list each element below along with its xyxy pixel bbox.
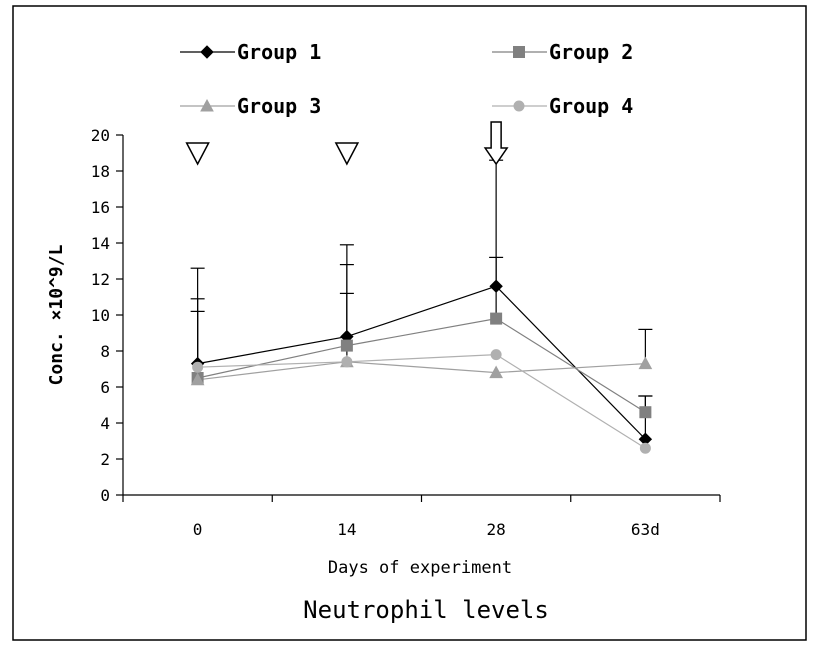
group-3-line	[197, 361, 646, 381]
group-3-point	[190, 372, 205, 386]
group-3-point	[638, 356, 653, 370]
chart-border	[12, 5, 807, 641]
series-lines	[197, 285, 646, 449]
annotations	[185, 121, 509, 166]
legend: Group 1 Group 2 Group 3 Group 4	[180, 40, 633, 118]
x-tick-label: 28	[486, 520, 505, 539]
chart-title: Neutrophil levels	[303, 596, 549, 624]
y-tick-label: 6	[100, 378, 110, 397]
marker-down-triangle	[334, 142, 360, 166]
group-1-line	[197, 285, 646, 440]
y-tick-label: 4	[100, 414, 110, 433]
legend-group-3-label: Group 3	[237, 94, 321, 118]
legend-group-4-marker	[513, 100, 525, 112]
group-4-point	[639, 442, 651, 454]
y-tick-label: 0	[100, 486, 110, 505]
legend-group-4-label: Group 4	[549, 94, 633, 118]
y-tick-label: 2	[100, 450, 110, 469]
x-axis-label: Days of experiment	[328, 558, 512, 578]
group-4-point	[490, 349, 502, 361]
legend-group-1-marker	[200, 45, 214, 59]
x-tick-label: 63d	[631, 520, 660, 539]
series-markers	[190, 279, 653, 454]
group-4-point	[341, 356, 353, 368]
legend-group-3-marker	[200, 98, 214, 112]
legend-group-2-label: Group 2	[549, 40, 633, 64]
legend-group-2-marker	[513, 46, 525, 58]
group-1-point	[489, 279, 503, 293]
legend-group-1-label: Group 1	[237, 40, 321, 64]
y-tick-label: 12	[91, 270, 110, 289]
group-2-point	[639, 406, 652, 419]
axes: 0 2 4 6 8 10 12 14 16 18 20 0 14 28 63d	[91, 126, 721, 539]
y-tick-label: 18	[91, 162, 110, 181]
group-4-line	[197, 353, 646, 449]
marker-down-triangle	[185, 142, 210, 166]
group-2-point	[490, 312, 503, 325]
x-tick-label: 14	[337, 520, 356, 539]
y-axis-label: Conc. ×10^9/L	[46, 244, 67, 385]
y-tick-label: 14	[91, 234, 110, 253]
y-tick-label: 10	[91, 306, 110, 325]
y-tick-label: 8	[100, 342, 110, 361]
group-2-line	[197, 317, 646, 413]
group-3-point	[489, 365, 503, 379]
down-arrow-indicator	[483, 121, 509, 166]
error-bars	[190, 159, 653, 440]
y-tick-label: 20	[91, 126, 110, 145]
group-2-point	[340, 339, 353, 352]
y-tick-label: 16	[91, 198, 110, 217]
group-4-point	[192, 361, 204, 373]
x-tick-label: 0	[193, 520, 203, 539]
